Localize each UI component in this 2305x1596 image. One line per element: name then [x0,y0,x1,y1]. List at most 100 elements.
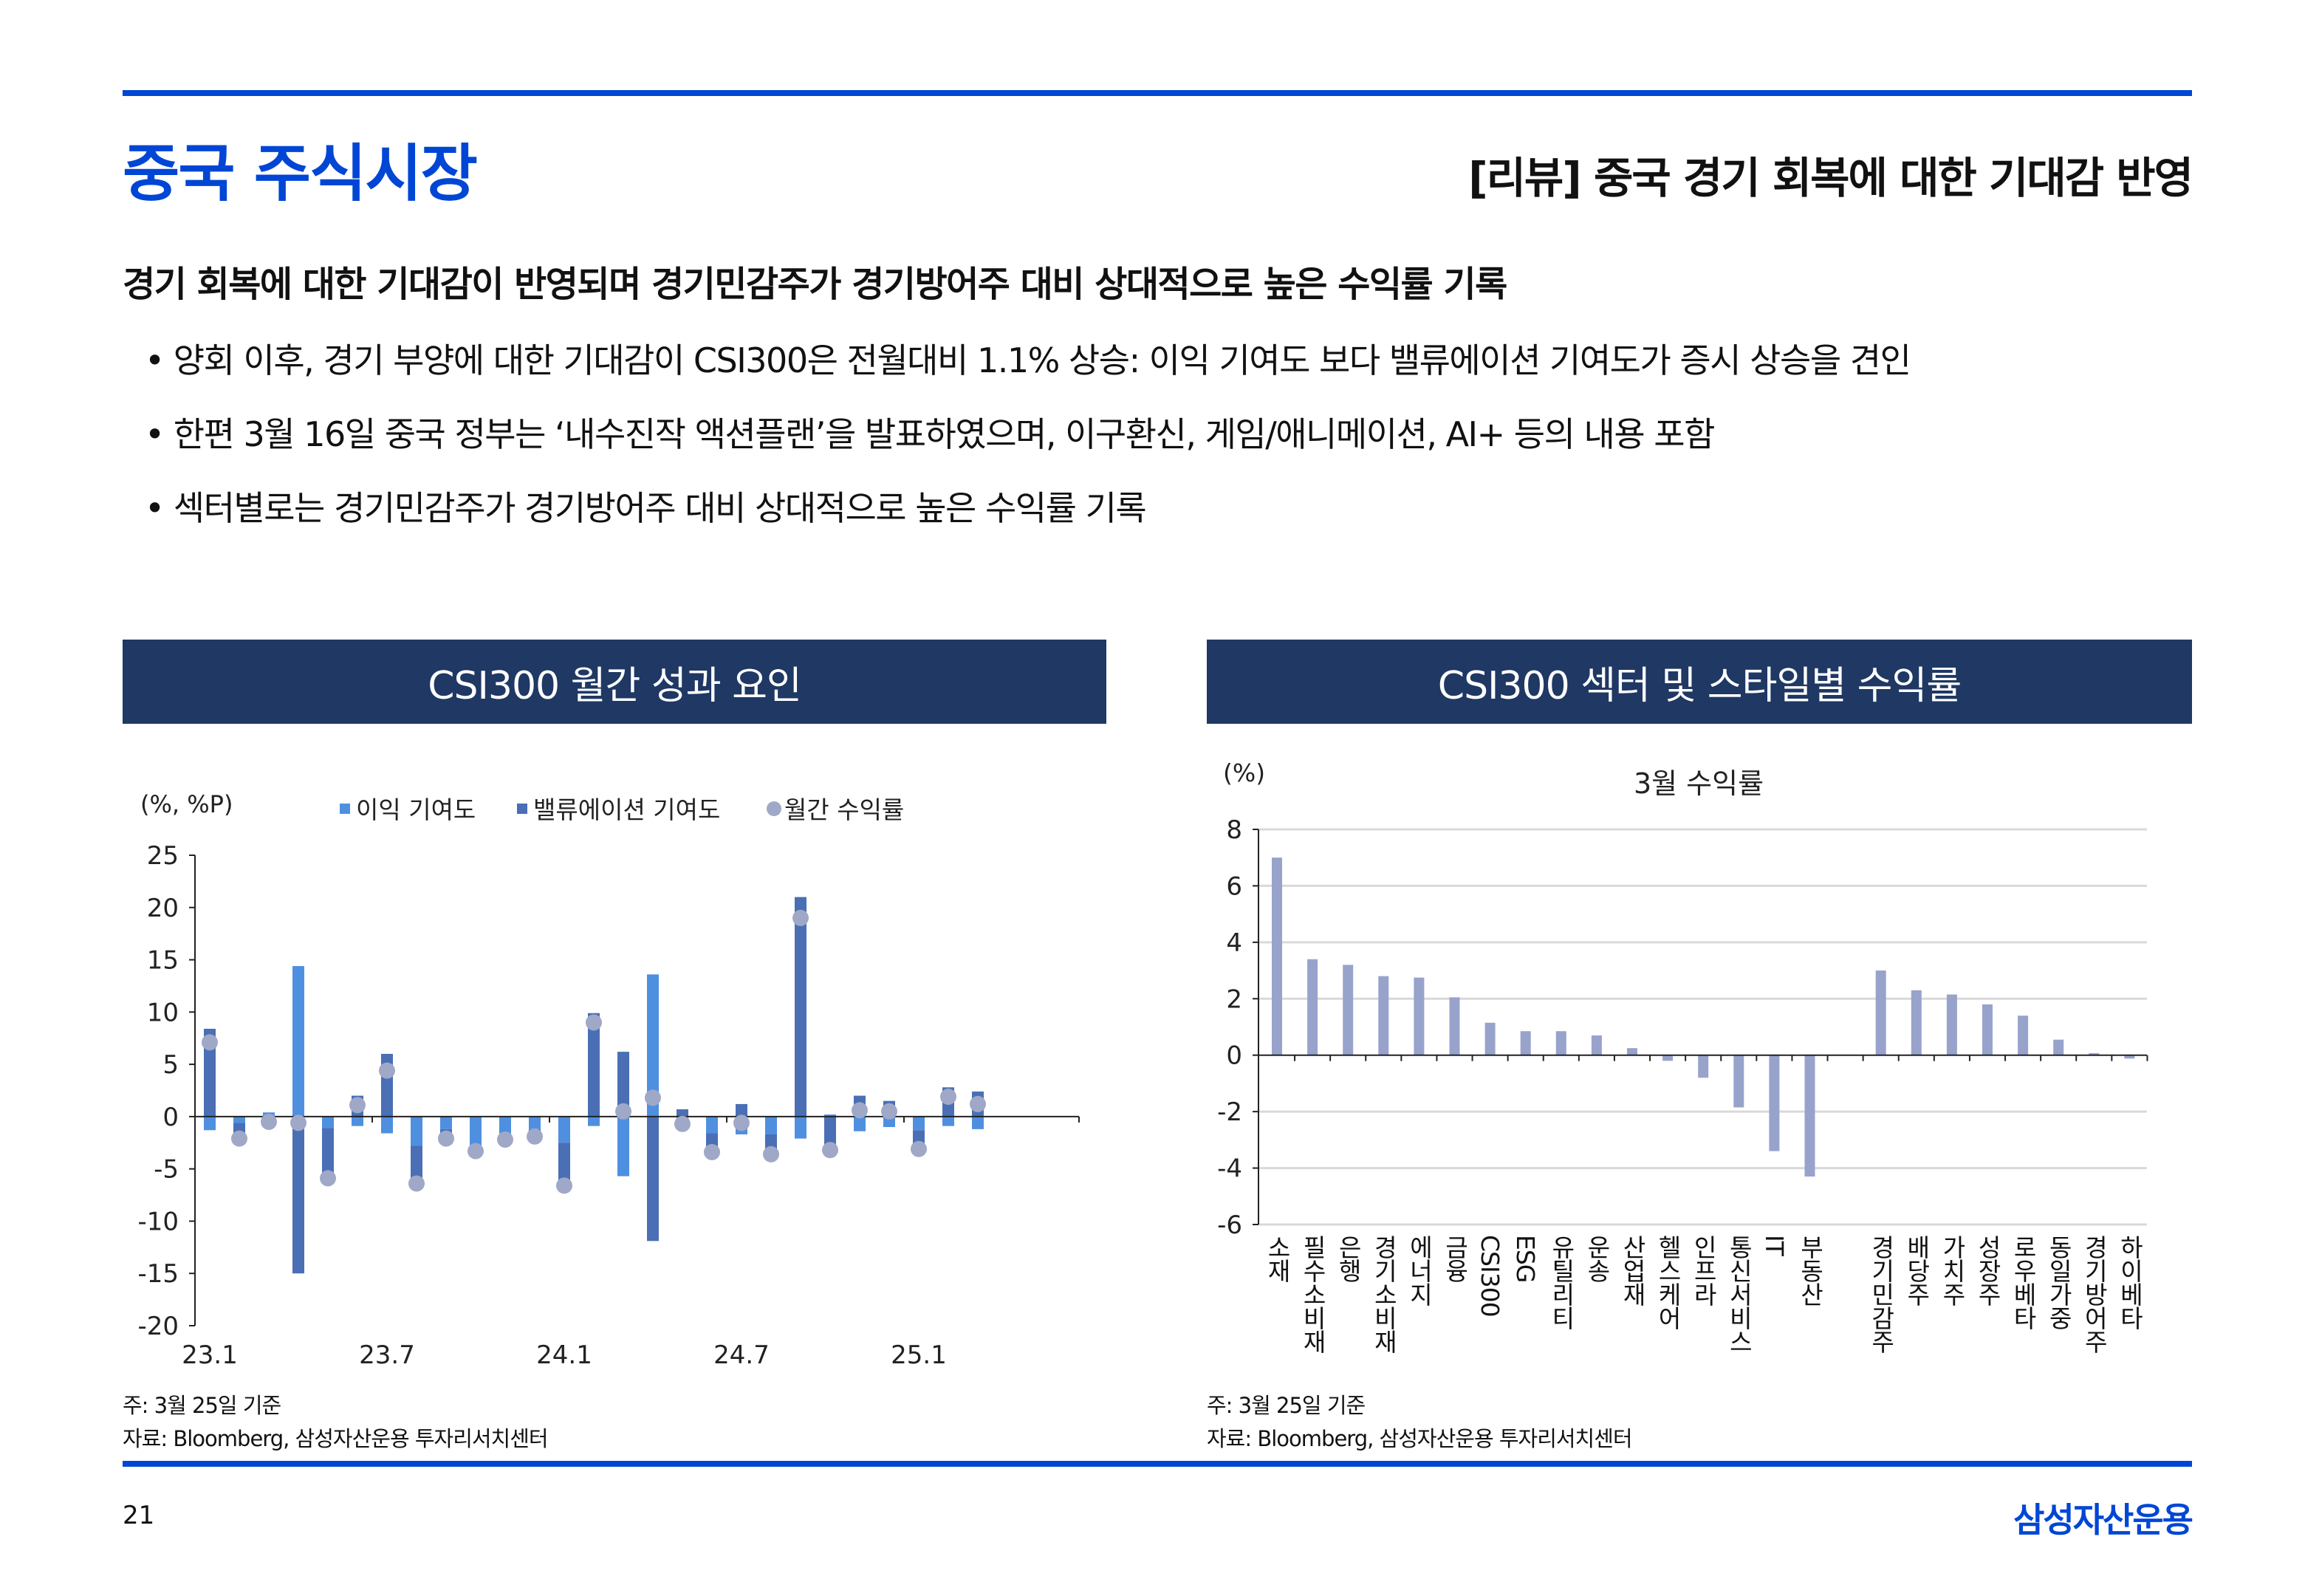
top-rule [123,90,2192,96]
page-subtitle: [리뷰] 중국 경기 회복에 대한 기대감 반영 [1468,153,2193,203]
sector-bar [1911,990,1922,1055]
sector-bar [1875,970,1886,1055]
earnings-bar [765,1116,777,1134]
sector-bar [1946,994,1957,1055]
y-tick-label: 4 [1226,928,1242,958]
x-tick-label: 산업재 [1618,1235,1647,1306]
bullet-3: • 섹터별로는 경기민감주가 경기방어주 대비 상대적으로 높은 수익률 기록 [145,488,1147,528]
bullet-2: • 한편 3월 16일 중국 정부는 ‘내수진작 액션플랜’을 발표하였으며, … [145,414,1715,454]
sector-bar [1378,976,1389,1055]
left-note: 주: 3월 25일 기준 [123,1393,281,1418]
return-dot [408,1175,425,1192]
x-tick-label: 경기민감주 [1866,1235,1896,1353]
sector-bar [1804,1055,1815,1177]
return-dot [497,1131,513,1148]
return-dot [586,1014,602,1031]
earnings-bar [233,1116,245,1123]
valuation-bar [736,1103,747,1117]
valuation-bar [322,1128,334,1179]
x-tick-label: 통신서비스 [1725,1235,1754,1353]
y-tick-label: 10 [147,998,179,1027]
x-tick-label: 부동산 [1795,1235,1825,1306]
valuation-bar [647,1116,659,1241]
earnings-bar [470,1116,482,1148]
return-dot [349,1097,366,1114]
legend-label: 이익 기여도 [356,795,476,824]
x-tick-label: 인프라 [1689,1235,1719,1306]
x-tick-label: 경기방어주 [2080,1235,2109,1353]
return-dot [970,1095,986,1112]
earnings-bar [352,1116,363,1126]
earnings-bar [381,1116,393,1134]
y-tick-label: -4 [1217,1154,1242,1184]
sector-bar [1733,1055,1744,1108]
sector-bar [1307,959,1318,1055]
return-dot [911,1140,927,1157]
y-tick-label: -20 [137,1312,179,1341]
return-dot [881,1103,897,1120]
valuation-bar [677,1109,688,1117]
right-panel-header: CSI300 섹터 및 스타일별 수익률 [1207,640,2192,724]
x-tick-label: 배당주 [1902,1235,1931,1306]
earnings-bar [440,1116,452,1129]
x-tick-label: IT [1759,1235,1789,1256]
return-dot [645,1089,661,1106]
legend-swatch [340,804,350,814]
earnings-bar [706,1116,718,1134]
return-dot [231,1130,247,1147]
x-tick-label: 23.1 [182,1340,238,1370]
y-tick-label: 5 [162,1050,179,1080]
earnings-bar [558,1116,570,1143]
earnings-bar [942,1116,954,1126]
return-dot [940,1088,956,1105]
y-tick-label: 0 [162,1103,179,1132]
x-tick-label: 은행 [1334,1235,1363,1282]
earnings-bar [529,1116,541,1129]
earnings-bar [913,1116,925,1131]
earnings-bar [204,1116,216,1131]
x-tick-label: 하이베타 [2115,1235,2145,1329]
sector-bar [1272,857,1282,1055]
company-logo: 삼성자산운용 [2013,1500,2193,1540]
sector-bar [2018,1016,2029,1055]
valuation-bar [558,1143,570,1186]
sector-bar [1555,1031,1566,1055]
return-dot [556,1177,572,1194]
x-tick-label: 경기소비재 [1369,1235,1399,1353]
legend-label: 밸류에이션 기여도 [533,795,720,824]
return-dot [261,1113,277,1130]
y-tick-label: 20 [147,894,179,923]
return-dot [379,1062,395,1079]
x-tick-label: CSI300 [1476,1235,1505,1317]
y-tick-label: 6 [1226,871,1242,901]
x-tick-label: 성장주 [1973,1235,2002,1306]
sector-bar [1414,977,1425,1055]
x-tick-label: 동일가중 [2044,1235,2074,1329]
earnings-bar [292,966,304,1117]
return-dot [822,1142,838,1159]
x-tick-label: 에너지 [1405,1235,1434,1306]
sector-bar [1982,1004,1993,1055]
x-tick-label: 헬스케어 [1654,1235,1683,1329]
return-dot [733,1114,750,1131]
page-number: 21 [123,1501,155,1530]
earnings-bar [883,1116,895,1128]
page-title: 중국 주식시장 [123,137,478,210]
y-axis-unit: (%) [1223,758,1265,787]
earnings-bar [322,1116,334,1128]
earnings-bar [972,1116,984,1129]
sector-bar [1449,997,1460,1055]
x-tick-label: 운송 [1582,1235,1612,1282]
x-tick-label: 유틸리티 [1547,1235,1576,1329]
legend-swatch [767,801,781,816]
return-dot [438,1130,454,1147]
right-note: 주: 3월 25일 기준 [1207,1393,1366,1418]
x-tick-label: 23.7 [359,1340,415,1370]
y-tick-label: -5 [154,1155,179,1185]
valuation-bar [292,1116,304,1274]
right-source: 자료: Bloomberg, 삼성자산운용 투자리서치센터 [1207,1426,1633,1451]
return-dot [527,1128,543,1145]
earnings-bar [854,1116,866,1131]
valuation-bar [411,1145,422,1184]
